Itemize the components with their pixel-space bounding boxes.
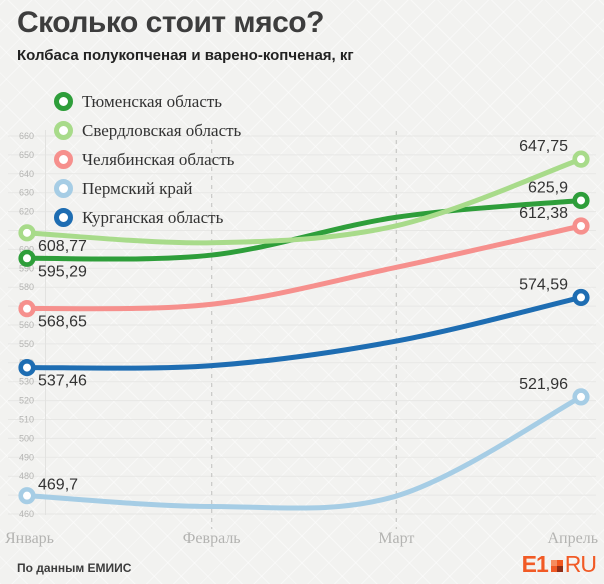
legend-item-kurgan: Курганская область: [54, 203, 241, 232]
legend-ring-icon: [54, 121, 73, 140]
y-tick-label: 590: [19, 263, 34, 273]
y-tick-label: 480: [19, 471, 34, 481]
y-tick-label: 530: [19, 377, 34, 387]
data-point-marker: [18, 487, 36, 505]
value-label-start: 537,46: [38, 373, 87, 390]
y-tick-label: 650: [19, 150, 34, 160]
value-label-start: 568,65: [38, 314, 87, 331]
y-tick-label: 640: [19, 169, 34, 179]
series-line: [24, 223, 584, 312]
data-point-marker: [572, 388, 590, 406]
legend: Тюменская область Свердловская область Ч…: [54, 87, 241, 232]
y-tick-label: 660: [19, 131, 34, 141]
legend-ring-icon: [54, 179, 73, 198]
legend-label: Тюменская область: [82, 91, 223, 111]
data-point-marker: [572, 191, 590, 210]
legend-item-tyumen: Тюменская область: [54, 87, 241, 116]
y-tick-label: 600: [19, 244, 34, 254]
y-tick-label: 630: [19, 188, 34, 198]
series-line: [24, 394, 584, 511]
logo-ru-text: RU: [564, 551, 597, 577]
data-source-note: По данным ЕМИИС: [17, 561, 132, 575]
legend-item-sverdlovsk: Свердловская область: [54, 116, 241, 145]
value-label-end: 521,96: [519, 376, 568, 393]
value-label-end: 574,59: [519, 276, 568, 293]
value-label-start: 595,29: [38, 263, 87, 280]
y-tick-label: 560: [19, 320, 34, 330]
y-tick-label: 490: [19, 452, 34, 462]
legend-item-perm: Пермский край: [54, 174, 241, 203]
value-label-end: 612,38: [519, 205, 568, 222]
y-tick-label: 580: [19, 282, 34, 292]
y-tick-label: 550: [19, 339, 34, 349]
x-tick-label: Апрель: [548, 530, 599, 547]
data-point-marker: [18, 300, 36, 318]
data-point-marker: [18, 359, 36, 377]
data-point-marker: [572, 217, 590, 235]
y-tick-label: 520: [19, 396, 34, 406]
legend-ring-icon: [54, 208, 73, 227]
data-point-marker: [18, 249, 36, 267]
data-point-marker: [572, 150, 590, 168]
page-title: Сколько стоит мясо?: [17, 6, 324, 39]
y-tick-label: 500: [19, 433, 34, 443]
data-point-marker: [572, 288, 590, 307]
y-tick-label: 460: [19, 509, 34, 519]
legend-label: Курганская область: [82, 207, 224, 227]
value-label-end: 647,75: [519, 138, 568, 155]
x-tick-label: Январь: [5, 530, 54, 547]
value-label-end: 625,9: [528, 179, 568, 196]
legend-label: Свердловская область: [82, 120, 242, 140]
x-tick-label: Февраль: [183, 530, 241, 547]
legend-item-chelyabinsk: Челябинская область: [54, 145, 241, 174]
legend-ring-icon: [54, 150, 73, 169]
legend-label: Пермский край: [82, 178, 193, 198]
legend-label: Челябинская область: [82, 149, 235, 169]
x-tick-label: Март: [378, 530, 414, 547]
header: Сколько стоит мясо? Колбаса полукопченая…: [17, 4, 354, 64]
data-point-marker: [18, 224, 36, 242]
series-line: [24, 294, 584, 371]
series-line: [24, 156, 584, 246]
legend-ring-icon: [54, 92, 73, 111]
value-label-start: 608,77: [38, 238, 87, 255]
y-tick-label: 510: [19, 415, 34, 425]
e1ru-logo: E1 RU: [521, 551, 597, 578]
logo-checker-icon: [550, 560, 563, 572]
page-subtitle: Колбаса полукопченая и варено-копченая, …: [17, 47, 354, 64]
value-label-start: 469,7: [38, 477, 78, 494]
logo-e1-text: E1: [521, 551, 549, 577]
y-tick-label: 620: [19, 207, 34, 217]
